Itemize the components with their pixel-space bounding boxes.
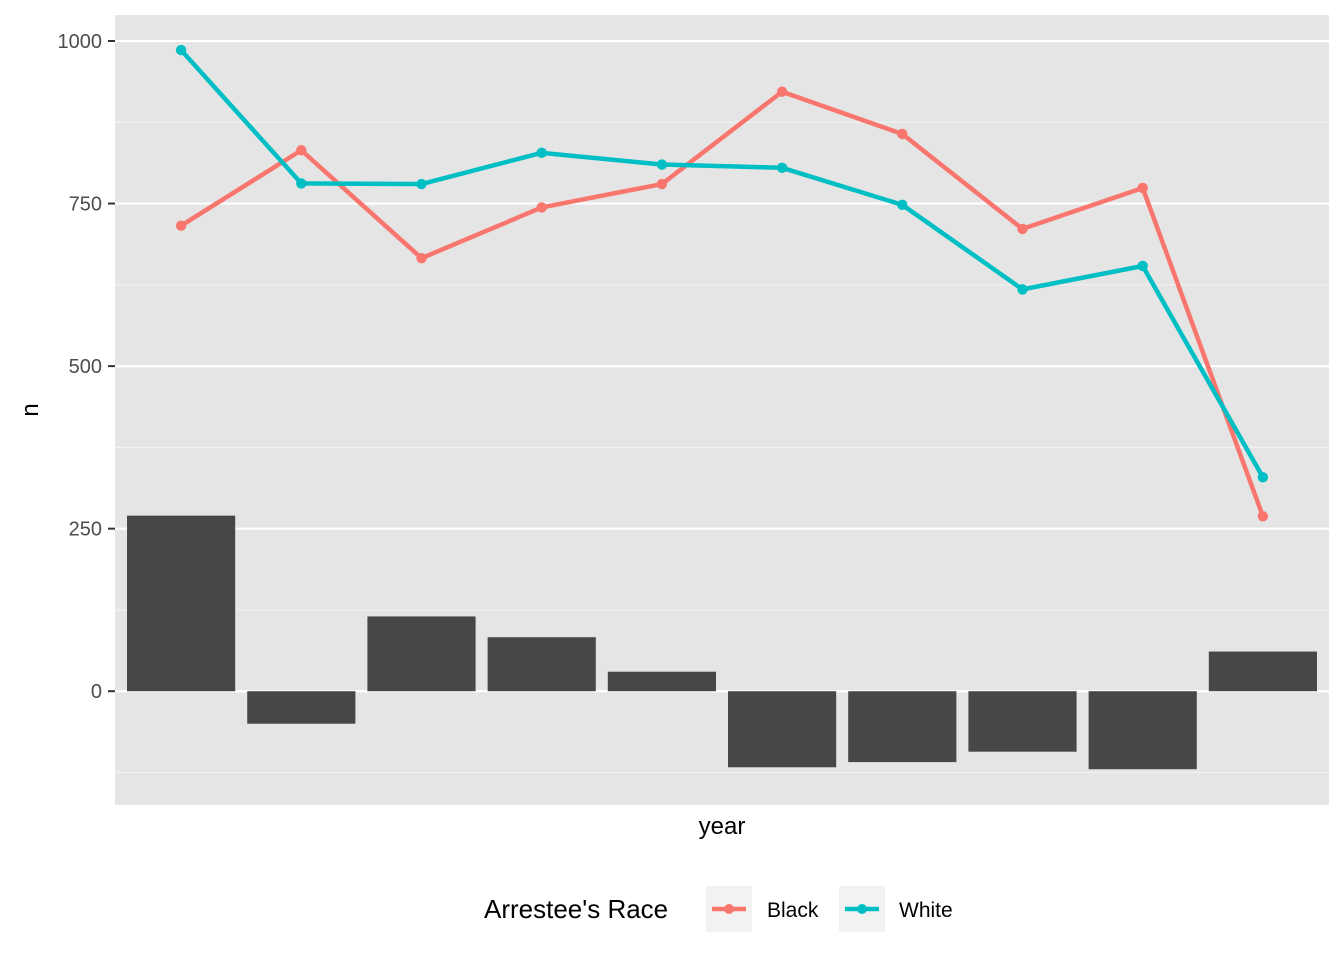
y-axis: 0 250 500 750 1000 bbox=[58, 31, 115, 703]
series-points bbox=[175, 44, 1269, 522]
bar bbox=[247, 691, 356, 724]
series-point-black bbox=[536, 202, 547, 213]
plot-panel bbox=[115, 15, 1329, 805]
series-point-white bbox=[1137, 260, 1148, 272]
series-point-black bbox=[296, 145, 307, 156]
grid-minor bbox=[115, 121, 1329, 774]
legend-key-black-point bbox=[724, 904, 734, 914]
bar bbox=[607, 671, 716, 692]
bar bbox=[848, 691, 957, 763]
bar bbox=[1208, 651, 1317, 692]
series-point-black bbox=[1017, 223, 1028, 235]
bar bbox=[728, 691, 837, 768]
series-point-black bbox=[175, 220, 187, 231]
series-point-black bbox=[897, 128, 908, 140]
series-point-white bbox=[1257, 472, 1269, 483]
bar bbox=[127, 515, 236, 692]
series-line-white bbox=[179, 48, 1265, 479]
y-tick-label: 500 bbox=[69, 356, 102, 378]
series-point-black bbox=[656, 178, 668, 190]
y-axis-title: n bbox=[17, 403, 44, 416]
series-point-black bbox=[1137, 182, 1148, 194]
legend-label-black: Black bbox=[767, 899, 819, 922]
y-tick-label: 750 bbox=[69, 194, 102, 216]
series-point-white bbox=[536, 147, 547, 159]
bar bbox=[968, 691, 1077, 752]
series-lines bbox=[179, 48, 1266, 518]
series-point-white bbox=[776, 162, 788, 173]
y-tick-label: 0 bbox=[91, 681, 102, 703]
bar bbox=[367, 616, 476, 692]
bar bbox=[1088, 691, 1197, 770]
series-point-white bbox=[656, 159, 668, 170]
series-point-black bbox=[1257, 511, 1269, 522]
y-tick-label: 1000 bbox=[58, 31, 103, 53]
series-point-black bbox=[416, 252, 427, 264]
legend-key-white-point bbox=[857, 904, 867, 914]
y-tick-label: 250 bbox=[69, 519, 102, 541]
series-point-white bbox=[416, 178, 427, 190]
series-point-white bbox=[175, 44, 187, 56]
series-point-black bbox=[776, 86, 788, 97]
legend-title: Arrestee's Race bbox=[484, 894, 668, 924]
series-point-white bbox=[897, 199, 908, 211]
bar bbox=[487, 637, 596, 692]
series-point-white bbox=[296, 178, 307, 189]
legend: Arrestee's Race Black White bbox=[484, 886, 953, 932]
series-line-black bbox=[179, 89, 1266, 518]
bars bbox=[127, 515, 1317, 770]
x-axis-title: year bbox=[699, 813, 746, 840]
legend-label-white: White bbox=[899, 899, 953, 922]
series-point-white bbox=[1017, 284, 1028, 295]
